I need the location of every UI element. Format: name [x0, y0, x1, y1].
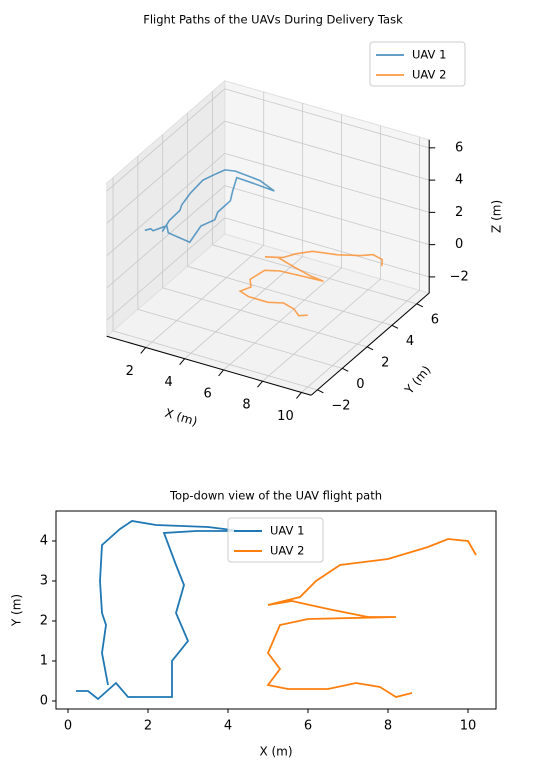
tick-mark [296, 392, 302, 399]
grid-line [223, 267, 342, 371]
x-tick-label: 4 [165, 375, 173, 390]
x-axis [106, 335, 312, 396]
legend-label: UAV 2 [412, 68, 446, 82]
tick-mark [342, 367, 349, 372]
y-tick-label: 0 [40, 694, 48, 709]
y-tick-label: 3 [40, 574, 48, 589]
z-tick-label: 2 [455, 205, 463, 220]
x-axis-label: X (m) [163, 406, 199, 429]
x-tick-label: 8 [242, 398, 250, 413]
y-tick-label: −2 [331, 398, 350, 413]
grid-line [106, 120, 226, 224]
grid-line [224, 185, 430, 246]
legend-label: UAV 1 [270, 524, 304, 538]
x-tick-label: 2 [144, 719, 152, 734]
y-axis-label: Y (m) [401, 363, 433, 397]
x-tick-label: 0 [64, 719, 72, 734]
tick-mark [317, 389, 324, 394]
y-axis [310, 292, 430, 396]
tick-mark [366, 346, 374, 351]
tick-mark [140, 347, 147, 354]
x-tick-label: 8 [384, 719, 392, 734]
grid-line [112, 330, 318, 391]
flight-path [76, 520, 241, 701]
grid-line [106, 88, 226, 192]
chart-title: Top-down view of the UAV flight path [169, 489, 382, 503]
y-tick-label: 4 [40, 534, 48, 549]
x-tick-label: 2 [126, 364, 134, 379]
grid-line [224, 88, 430, 149]
tick-mark [218, 369, 224, 377]
x-tick-label: 6 [304, 719, 312, 734]
z-tick-label: 6 [455, 140, 463, 155]
legend-label: UAV 2 [270, 544, 304, 558]
chart-title: Flight Paths of the UAVs During Delivery… [143, 13, 403, 27]
x-tick-label: 10 [460, 719, 477, 734]
z-axis-label: Z (m) [490, 200, 504, 233]
y-axis-label: Y (m) [10, 594, 24, 627]
y-tick-label: 2 [381, 355, 389, 370]
z-tick-label: 0 [455, 237, 463, 252]
legend-label: UAV 1 [412, 48, 446, 62]
grid-line [224, 152, 430, 213]
tick-mark [416, 303, 423, 308]
grid-line [106, 217, 226, 321]
grid-line [184, 256, 303, 360]
y-tick-label: 0 [356, 377, 364, 392]
grid-line [262, 278, 381, 382]
tick-mark [257, 380, 263, 388]
z-tick-label: 4 [455, 173, 463, 188]
x-tick-label: 10 [277, 409, 294, 424]
x-tick-label: 4 [224, 719, 232, 734]
tick-mark [391, 324, 399, 329]
grid-line [137, 308, 343, 369]
flight-path [266, 538, 477, 698]
x-tick-label: 6 [203, 386, 211, 401]
tick-mark [179, 358, 186, 366]
grid-line [224, 217, 430, 278]
x-axis-label: X (m) [259, 745, 292, 759]
grid-line [212, 244, 417, 305]
y-tick-label: 6 [431, 312, 439, 327]
grid-line [106, 153, 226, 256]
flight-path [238, 250, 384, 317]
z-tick-label: −2 [450, 269, 469, 284]
flight-path [144, 169, 275, 244]
plot-frame [55, 510, 497, 710]
grid-line [162, 287, 368, 348]
grid-line [145, 244, 265, 348]
grid-line [301, 289, 420, 393]
y-tick-label: 1 [40, 654, 48, 669]
grid-line [106, 185, 226, 289]
y-tick-label: 2 [40, 614, 48, 629]
grid-line [224, 120, 430, 181]
grid-line [187, 265, 393, 326]
y-tick-label: 4 [406, 334, 414, 349]
